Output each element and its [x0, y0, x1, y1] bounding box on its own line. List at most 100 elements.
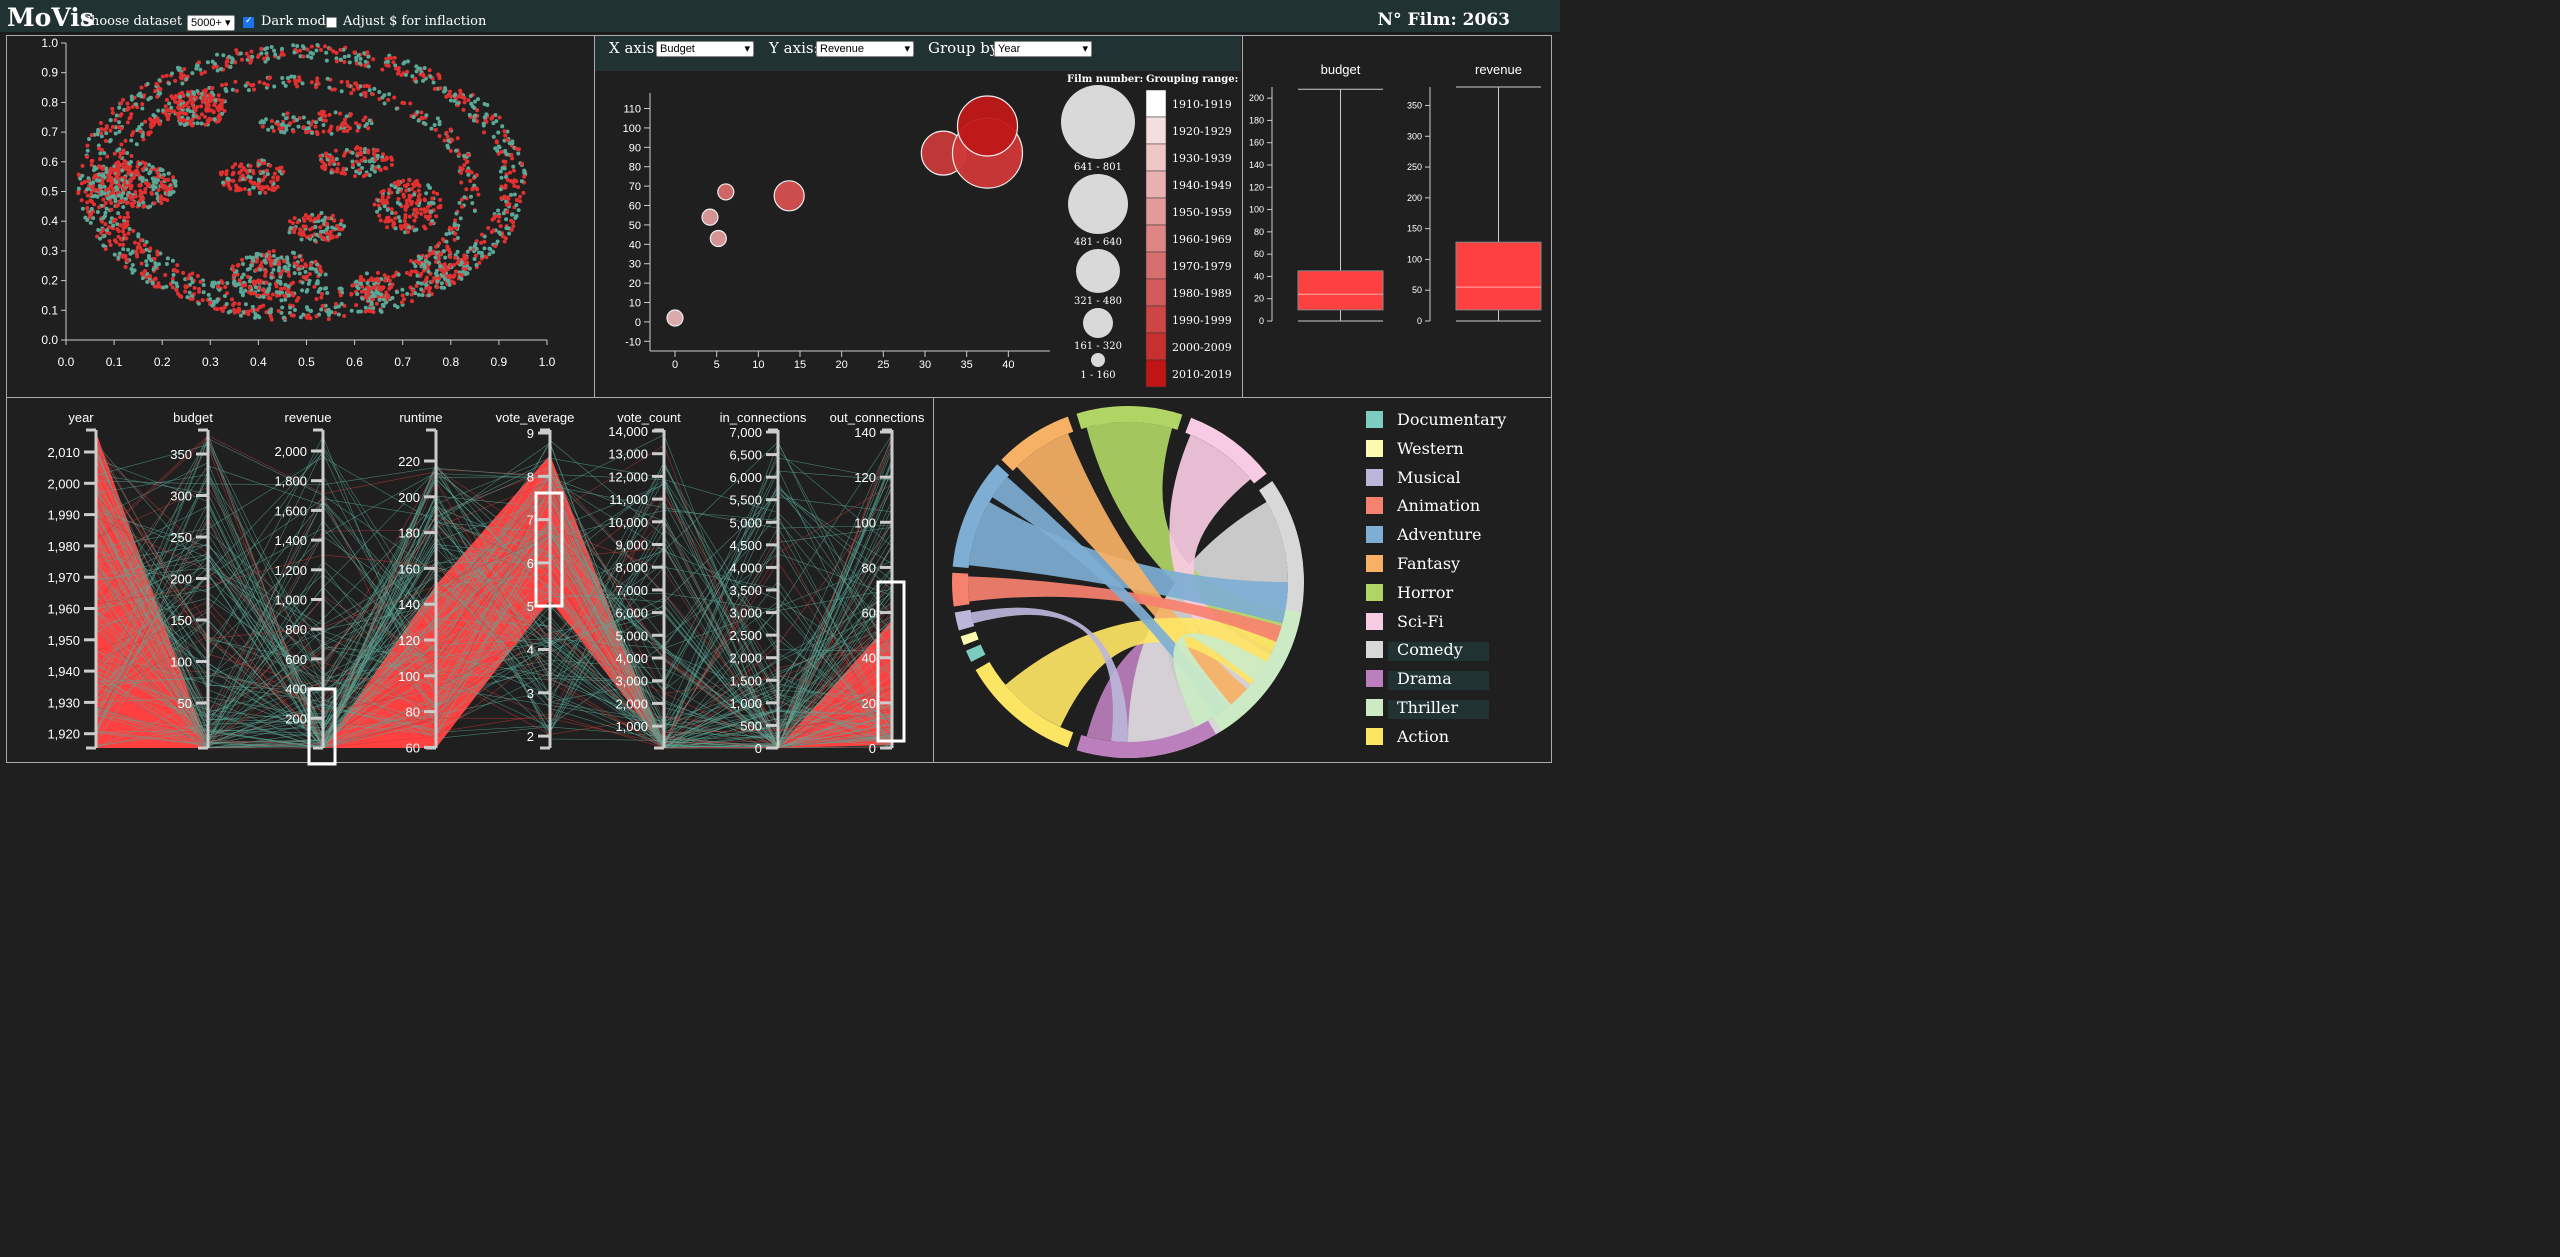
- parallel-tick-label: 300: [170, 489, 192, 504]
- chord-arc-horror[interactable]: [1076, 406, 1183, 430]
- genre-label-fantasy[interactable]: Fantasy: [1397, 554, 1461, 573]
- box-tick-label: 250: [1407, 162, 1422, 172]
- parallel-tick-label: 1,920: [47, 727, 80, 742]
- chord-diagram[interactable]: [952, 406, 1304, 759]
- scatter-dot: [292, 250, 297, 255]
- genre-swatch[interactable]: [1366, 641, 1383, 659]
- genre-swatch[interactable]: [1366, 555, 1383, 572]
- chord-arc-thriller[interactable]: [1212, 609, 1302, 732]
- box-iqr[interactable]: [1455, 241, 1542, 311]
- parallel-coordinates[interactable]: year2,0102,0001,9901,9801,9701,9601,9501…: [47, 410, 925, 766]
- dark-mode-checkbox[interactable]: [243, 16, 254, 28]
- scatter-dot: [275, 184, 280, 189]
- scatter-dot: [243, 83, 248, 88]
- genre-label-documentary[interactable]: Documentary: [1397, 410, 1507, 429]
- box-iqr[interactable]: [1297, 270, 1384, 311]
- genre-swatch[interactable]: [1366, 670, 1383, 688]
- chord-arc-animation[interactable]: [952, 572, 970, 607]
- bubble[interactable]: [773, 180, 805, 212]
- brush-selection[interactable]: [876, 580, 906, 743]
- chord-arc-documentary[interactable]: [965, 644, 986, 662]
- bubble[interactable]: [709, 229, 727, 248]
- genre-label-animation[interactable]: Animation: [1397, 496, 1481, 516]
- genre-swatch[interactable]: [1366, 583, 1383, 601]
- scatter-dot: [242, 186, 247, 191]
- genre-swatch[interactable]: [1366, 727, 1383, 745]
- scatter-dot: [160, 175, 165, 180]
- parallel-tick-label: 2,000: [615, 696, 648, 711]
- genre-label-action[interactable]: Action: [1397, 726, 1449, 746]
- scatter-dot: [283, 282, 288, 287]
- bubble[interactable]: [717, 183, 735, 201]
- scatter-dot: [468, 194, 473, 199]
- scatter-dot: [358, 146, 363, 151]
- parallel-tick-label: 6,000: [729, 470, 762, 485]
- brush-selection[interactable]: [534, 491, 564, 608]
- chord-arc-adventure[interactable]: [952, 464, 1010, 569]
- chord-arc-action[interactable]: [975, 662, 1074, 748]
- chord-ribbon-sci-fi[interactable]: [1169, 434, 1271, 685]
- scatter-dot: [95, 209, 100, 214]
- chord-ribbon-comedy[interactable]: [1128, 502, 1288, 742]
- scatter-dot: [140, 276, 145, 281]
- chord-ribbon-thriller[interactable]: [1173, 633, 1267, 728]
- chord-ribbon-adventure[interactable]: [992, 477, 1229, 717]
- genre-swatch[interactable]: [1366, 411, 1383, 428]
- y-axis-select[interactable]: Revenue ▾: [816, 41, 914, 57]
- scatter-dot: [200, 99, 205, 104]
- tsne-scatter-plot[interactable]: 0.00.10.20.30.40.50.60.70.80.91.00.0 0.1 0…: [41, 36, 555, 369]
- scatter-dot: [381, 152, 386, 157]
- scatter-dot: [206, 119, 211, 124]
- scatter-dot: [144, 263, 149, 268]
- genre-label-musical[interactable]: Musical: [1397, 467, 1461, 487]
- scatter-dot: [505, 152, 510, 157]
- scatter-dot: [257, 190, 262, 195]
- genre-label-drama[interactable]: Drama: [1397, 669, 1452, 689]
- genre-label-comedy[interactable]: Comedy: [1397, 640, 1463, 660]
- genre-swatch[interactable]: [1366, 468, 1383, 486]
- genre-swatch[interactable]: [1366, 497, 1383, 515]
- dataset-size-label: Choose dataset size:: [81, 14, 216, 29]
- genre-swatch[interactable]: [1366, 699, 1383, 716]
- chord-arc-western[interactable]: [960, 631, 979, 646]
- parallel-tick-label: 150: [170, 613, 192, 628]
- genre-label-adventure[interactable]: Adventure: [1397, 525, 1482, 545]
- genre-label-thriller[interactable]: Thriller: [1397, 698, 1459, 717]
- inflation-checkbox[interactable]: [326, 17, 337, 28]
- scatter-dot: [396, 272, 401, 277]
- chord-arc-fantasy[interactable]: [1001, 416, 1074, 471]
- x-axis-select[interactable]: Budget ▾: [656, 41, 754, 57]
- bubble[interactable]: [701, 208, 719, 226]
- scatter-dot: [421, 268, 426, 273]
- brush-selection[interactable]: [307, 687, 337, 766]
- chord-ribbon-animation[interactable]: [968, 576, 1282, 642]
- genre-label-western[interactable]: Western: [1397, 438, 1464, 458]
- scatter-dot: [455, 235, 460, 240]
- scatter-dot: [477, 260, 482, 265]
- scatter-dot: [263, 117, 268, 122]
- scatter-dot: [363, 59, 368, 64]
- scatter-dot: [308, 308, 313, 313]
- genre-swatch[interactable]: [1366, 439, 1383, 457]
- chord-arc-sci-fi[interactable]: [1185, 417, 1267, 484]
- genre-label-horror[interactable]: Horror: [1397, 582, 1454, 602]
- group-by-select[interactable]: Year ▾: [994, 41, 1092, 57]
- chord-ribbon-horror[interactable]: [1086, 422, 1286, 650]
- scatter-dot: [304, 264, 309, 269]
- scatter-dot: [307, 278, 312, 283]
- genre-swatch[interactable]: [1366, 612, 1383, 630]
- bubble[interactable]: [956, 95, 1019, 157]
- scatter-dot: [104, 228, 109, 233]
- chord-arc-musical[interactable]: [954, 609, 975, 631]
- chord-arc-drama[interactable]: [1076, 720, 1216, 759]
- parallel-tick-label: 8: [527, 469, 534, 484]
- parallel-axis-title: vote_average: [496, 410, 575, 425]
- genre-label-sci-fi[interactable]: Sci-Fi: [1397, 611, 1444, 631]
- scatter-dot: [435, 285, 440, 290]
- bubble[interactable]: [666, 309, 684, 327]
- scatter-dot: [472, 256, 477, 261]
- genre-swatch[interactable]: [1366, 526, 1383, 544]
- scatter-dot: [102, 214, 107, 219]
- dataset-size-select[interactable]: 5000+ ▾: [187, 15, 235, 31]
